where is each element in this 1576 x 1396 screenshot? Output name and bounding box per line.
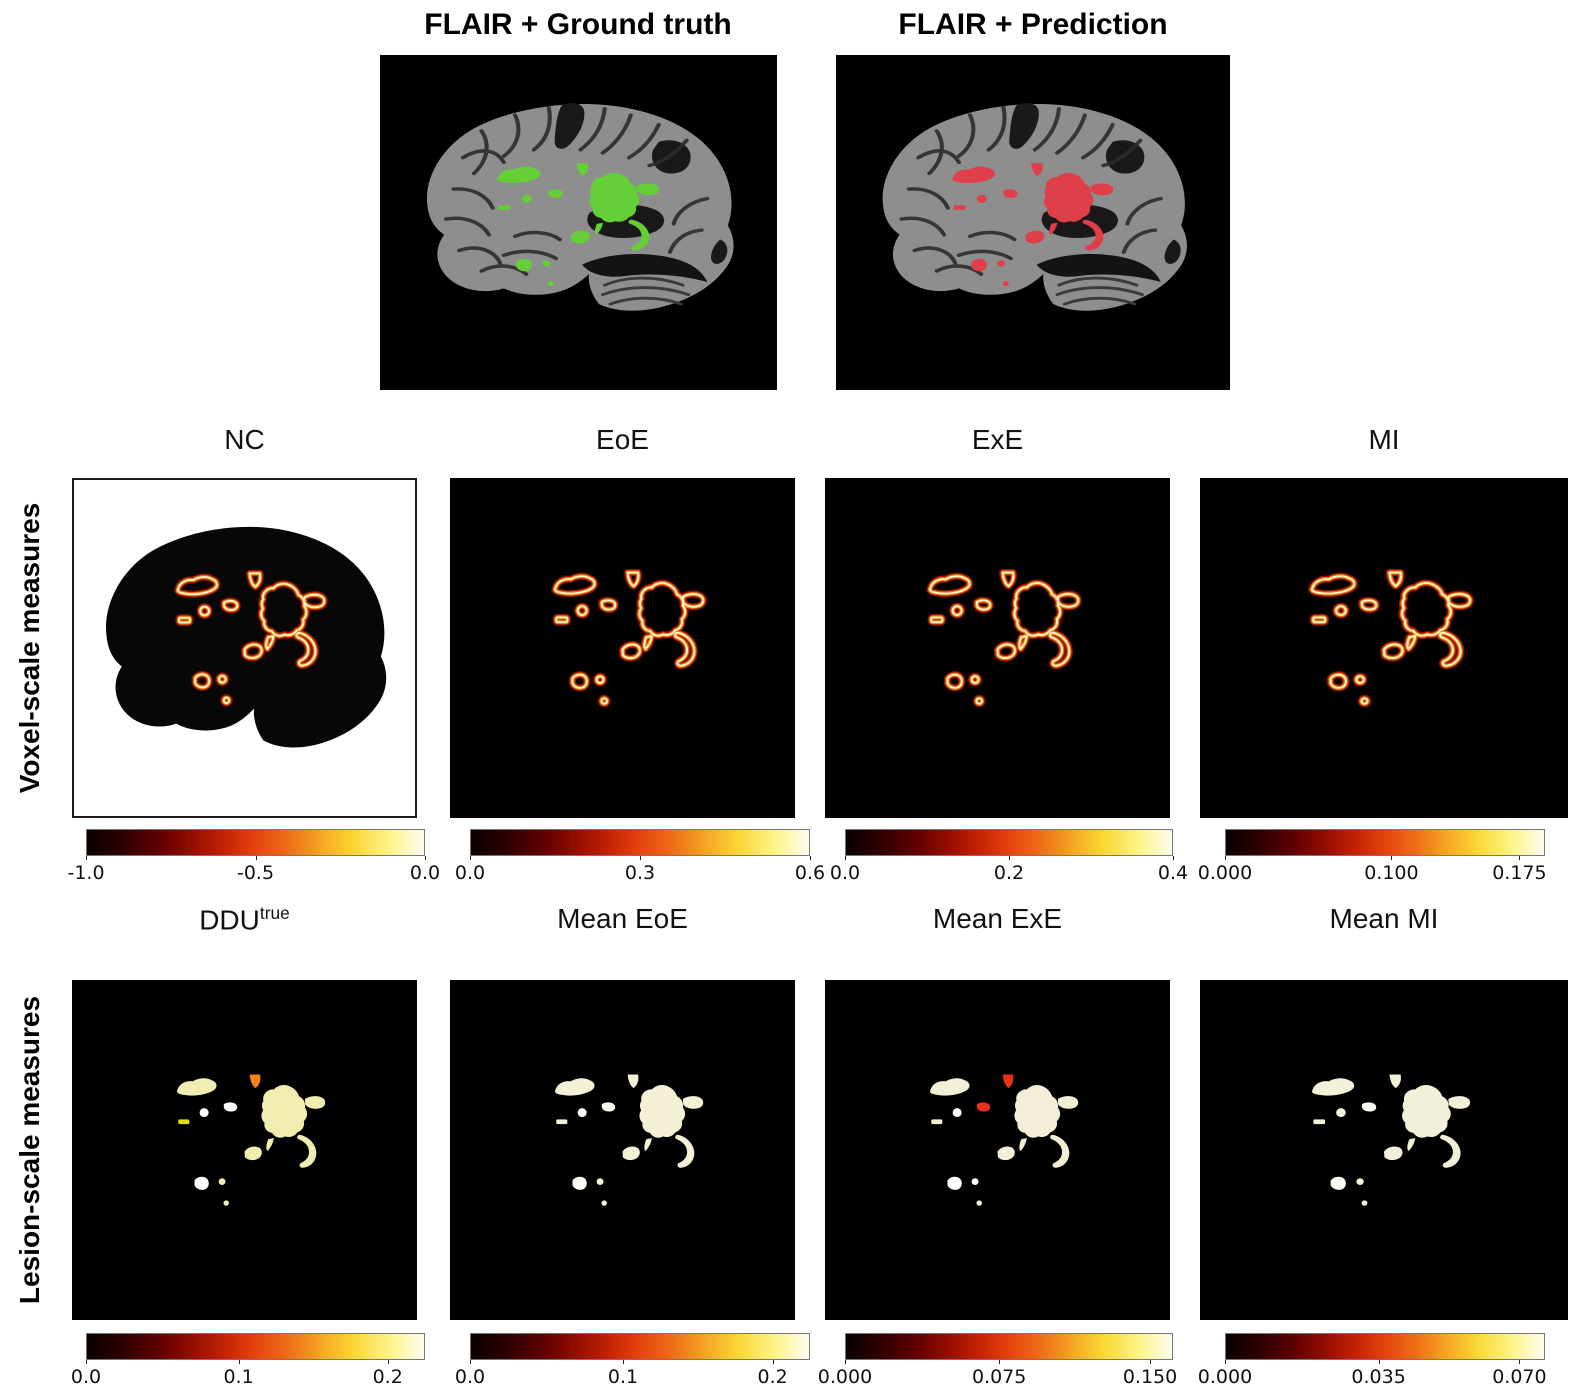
mean-exe-colorbar: 0.000 0.075 0.150 bbox=[818, 1333, 1177, 1393]
eoe-colorbar-gradient bbox=[470, 829, 810, 856]
mean-exe-colorbar-gradient bbox=[845, 1333, 1173, 1360]
panel-title-mean-mi: Mean MI bbox=[1329, 903, 1439, 934]
row-label-voxel-scale: Voxel-scale measures bbox=[14, 502, 45, 794]
ddu-map bbox=[72, 980, 417, 1320]
brain-mri-sagittal bbox=[836, 55, 1230, 390]
exe-tick-mid: 0.2 bbox=[993, 862, 1025, 884]
nc-tick-min: -1.0 bbox=[67, 862, 105, 884]
title-flair-prediction: FLAIR + Prediction bbox=[898, 8, 1168, 41]
panel-title-mean-exe: Mean ExE bbox=[932, 903, 1063, 934]
eoe-colorbar: 0.0 0.3 0.6 bbox=[455, 829, 825, 889]
flair-ground-truth-image bbox=[380, 55, 777, 390]
title-flair-ground-truth: FLAIR + Ground truth bbox=[424, 8, 732, 41]
exe-colorbar-gradient bbox=[845, 829, 1173, 856]
nc-colorbar-gradient bbox=[86, 829, 425, 856]
nc-map-image bbox=[105, 526, 387, 748]
panel-title-mean-eoe: Mean EoE bbox=[557, 903, 688, 934]
mean-eoe-lesion-blobs bbox=[555, 1074, 704, 1206]
mean-eoe-colorbar-gradient bbox=[470, 1333, 810, 1360]
mean-exe-tick-mid: 0.075 bbox=[971, 1366, 1027, 1388]
mi-tick-min: 0.000 bbox=[1197, 862, 1253, 884]
mean-mi-colorbar: 0.000 0.035 0.070 bbox=[1198, 1333, 1547, 1393]
mi-colorbar-gradient bbox=[1225, 829, 1545, 856]
nc-map bbox=[72, 478, 417, 818]
eoe-map-image bbox=[450, 478, 795, 818]
mi-tick-max: 0.175 bbox=[1492, 862, 1547, 884]
panel-title-exe: ExE bbox=[971, 424, 1024, 455]
mi-tick-mid: 0.100 bbox=[1364, 862, 1419, 884]
eoe-map bbox=[450, 478, 795, 818]
mi-colorbar: 0.000 0.100 0.175 bbox=[1198, 829, 1547, 889]
panel-title-ddu: DDUtrue bbox=[199, 903, 290, 936]
nc-tick-max: 0.0 bbox=[409, 862, 441, 884]
mean-mi-map bbox=[1200, 980, 1568, 1320]
ddu-lesion-blobs bbox=[177, 1074, 326, 1206]
mean-eoe-tick-min: 0.0 bbox=[454, 1366, 486, 1388]
mean-mi-tick-mid: 0.035 bbox=[1351, 1366, 1406, 1388]
panel-title-nc: NC bbox=[224, 424, 265, 455]
panel-title-mi: MI bbox=[1368, 424, 1400, 455]
mean-mi-lesion-blobs bbox=[1312, 1074, 1471, 1206]
eoe-tick-mid: 0.3 bbox=[624, 862, 656, 884]
mean-mi-tick-min: 0.000 bbox=[1197, 1366, 1253, 1388]
mean-exe-tick-min: 0.000 bbox=[817, 1366, 873, 1388]
flair-prediction-image bbox=[836, 55, 1230, 390]
ddu-map-image bbox=[177, 1074, 326, 1206]
ddu-tick-min: 0.0 bbox=[70, 1366, 102, 1388]
mean-eoe-tick-max: 0.2 bbox=[757, 1366, 788, 1388]
exe-map bbox=[825, 478, 1170, 818]
mean-eoe-tick-mid: 0.1 bbox=[607, 1366, 639, 1388]
mean-eoe-map-image bbox=[555, 1074, 704, 1206]
exe-map-image bbox=[825, 478, 1170, 818]
ddu-tick-max: 0.2 bbox=[372, 1366, 403, 1388]
mean-exe-map-image bbox=[930, 1074, 1079, 1206]
mean-eoe-map bbox=[450, 980, 795, 1320]
mi-map-image bbox=[1200, 478, 1568, 818]
ddu-colorbar-gradient bbox=[86, 1333, 425, 1360]
mi-map bbox=[1200, 478, 1568, 818]
brain-mri-sagittal bbox=[380, 55, 777, 390]
eoe-tick-min: 0.0 bbox=[454, 862, 486, 884]
panel-title-eoe: EoE bbox=[596, 424, 649, 455]
ddu-colorbar: 0.0 0.1 0.2 bbox=[71, 1333, 425, 1393]
ddu-tick-mid: 0.1 bbox=[223, 1366, 254, 1388]
row-label-lesion-scale: Lesion-scale measures bbox=[14, 995, 45, 1305]
nc-tick-mid: -0.5 bbox=[236, 862, 275, 884]
mean-exe-tick-max: 0.150 bbox=[1122, 1366, 1178, 1388]
mean-eoe-colorbar: 0.0 0.1 0.2 bbox=[455, 1333, 810, 1393]
mean-mi-tick-max: 0.070 bbox=[1492, 1366, 1547, 1388]
nc-colorbar: -1.0 -0.5 0.0 bbox=[67, 829, 440, 889]
exe-tick-max: 0.4 bbox=[1157, 862, 1189, 884]
mean-exe-map bbox=[825, 980, 1170, 1320]
mean-mi-map-image bbox=[1312, 1074, 1471, 1206]
mean-exe-lesion-blobs bbox=[930, 1074, 1079, 1206]
exe-tick-min: 0.0 bbox=[829, 862, 861, 884]
mean-mi-colorbar-gradient bbox=[1225, 1333, 1545, 1360]
exe-colorbar: 0.0 0.2 0.4 bbox=[830, 829, 1188, 889]
eoe-tick-max: 0.6 bbox=[794, 862, 826, 884]
